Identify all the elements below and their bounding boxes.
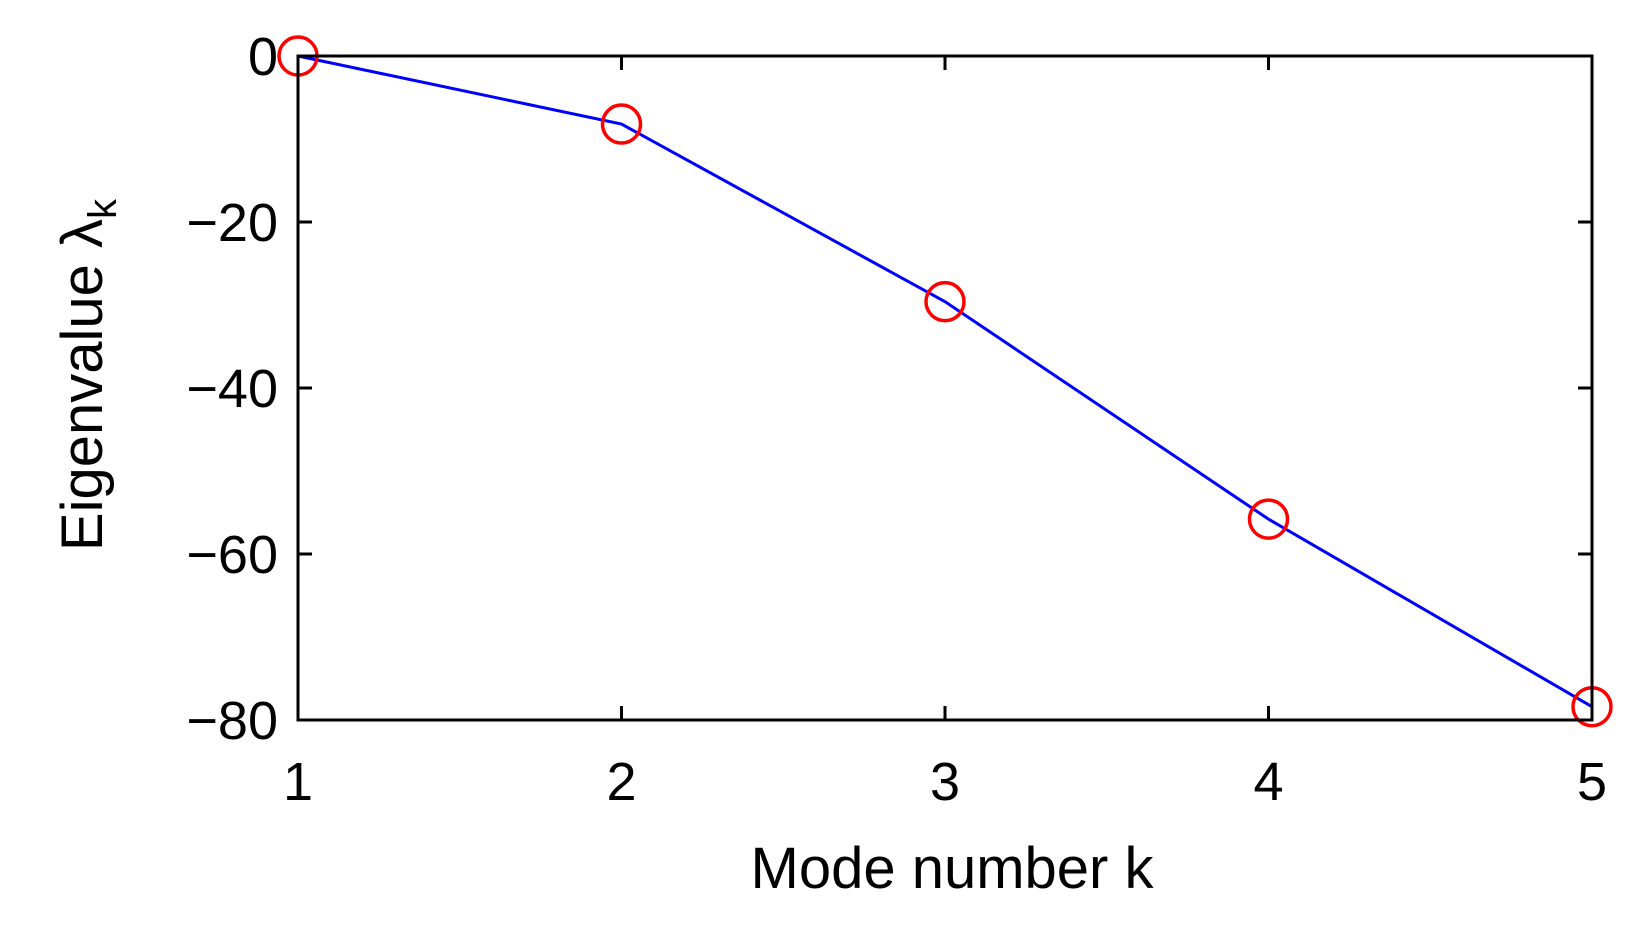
data-point-marker [924,280,966,323]
x-tick-label: 5 [1577,752,1607,812]
y-axis-label-main: Eigenvalue λ [50,219,115,551]
series-line [297,54,1593,709]
y-tick-label: −40 [186,359,278,419]
data-point-marker [600,103,643,145]
y-axis-label-subscript: k [81,198,125,219]
y-tick-label: −80 [186,691,278,751]
plot-frame [296,54,1594,722]
y-axis-label: Eigenvalue λk [50,198,125,551]
y-tick-label: 0 [248,27,278,87]
x-axis-label: Mode number k [751,836,1155,901]
x-tick-label: 1 [283,752,313,812]
axis-tick-labels: 1 2 3 4 5 0 −20 −40 −60 −80 [186,27,1607,812]
x-tick-label: 3 [930,752,960,812]
y-tick-label: −20 [186,193,278,253]
data-point-marker [1247,498,1290,540]
y-tick-label: −60 [186,525,278,585]
x-tick-label: 4 [1253,752,1283,812]
x-tick-label: 2 [606,752,636,812]
